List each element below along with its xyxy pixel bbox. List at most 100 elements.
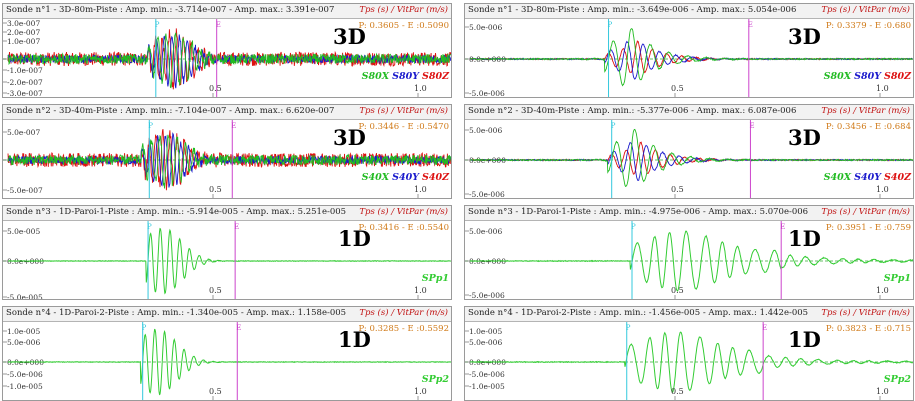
panel-units-label: Tps (s) / VitPar (m/s)	[821, 5, 910, 15]
y-tick-label: 5.0e-007	[7, 128, 40, 137]
p-marker-label: P	[631, 223, 636, 231]
e-marker-label: E	[749, 122, 754, 130]
waveform-plot: 3.0e-0072.0e-0071.0e-0070.0e+000-1.0e-00…	[3, 19, 451, 97]
e-marker-label: E	[748, 21, 753, 29]
pe-times-readout: P: 0.3379 - E :0.680	[825, 21, 911, 31]
seismogram-panel: Sonde n°1 - 3D-80m-Piste : Amp. min.: -3…	[464, 3, 914, 98]
y-tick-label: 0.0e+000	[7, 358, 44, 367]
channel-legend: SPp2	[881, 374, 911, 385]
seismogram-panel: Sonde n°1 - 3D-80m-Piste : Amp. min.: -3…	[2, 3, 452, 98]
dimension-label: 3D	[788, 125, 821, 150]
legend-entry: SPp1	[883, 273, 911, 284]
seismogram-panel: Sonde n°4 - 1D-Paroi-2-Piste : Amp. min.…	[2, 306, 452, 401]
pe-times-readout: P: 0.3823 - E :0.715	[825, 324, 911, 334]
x-tick-label: 1.0	[414, 185, 427, 194]
p-marker-label: P	[148, 122, 153, 130]
seismogram-panel: Sonde n°2 - 3D-40m-Piste : Amp. min.: -5…	[464, 104, 914, 199]
y-tick-label: 3.0e-007	[7, 19, 40, 28]
y-tick-label: -5.0e-006	[469, 89, 505, 98]
x-tick-label: 0.5	[209, 387, 222, 396]
legend-entry: S80X	[823, 71, 852, 82]
panel-header: Sonde n°3 - 1D-Paroi-1-Piste : Amp. min.…	[465, 206, 913, 221]
panel-units-label: Tps (s) / VitPar (m/s)	[821, 207, 910, 217]
panel-title: Sonde n°4 - 1D-Paroi-2-Piste : Amp. min.…	[468, 308, 809, 318]
channel-legend: SPp1	[881, 273, 911, 284]
panel-title: Sonde n°2 - 3D-40m-Piste : Amp. min.: -7…	[6, 106, 335, 116]
legend-entry: S40Y	[392, 172, 419, 183]
dimension-label: 3D	[333, 24, 366, 49]
legend-entry: SPp2	[883, 374, 911, 385]
y-tick-label: -5.0e-005	[7, 293, 43, 300]
x-tick-label: 0.5	[671, 387, 684, 396]
legend-entry: S40Z	[883, 172, 911, 183]
e-marker-label: E	[231, 122, 236, 130]
seismogram-panel: Sonde n°3 - 1D-Paroi-1-Piste : Amp. min.…	[2, 205, 452, 300]
x-tick-label: 0.5	[671, 286, 684, 295]
panel-units-label: Tps (s) / VitPar (m/s)	[359, 5, 448, 15]
pe-times-readout: P: 0.3456 - E :0.684	[825, 122, 911, 132]
channel-legend: SPp2	[419, 374, 449, 385]
y-tick-label: -1.0e-007	[7, 66, 43, 75]
channel-legend: S80X S80Y S80Z	[821, 71, 911, 82]
seismogram-panel: Sonde n°4 - 1D-Paroi-2-Piste : Amp. min.…	[464, 306, 914, 401]
p-marker-label: P	[608, 21, 613, 29]
y-tick-label: 5.0e-005	[7, 227, 40, 236]
dimension-label: 1D	[338, 327, 371, 352]
legend-entry: S80Z	[421, 71, 449, 82]
seismogram-panel: Sonde n°2 - 3D-40m-Piste : Amp. min.: -7…	[2, 104, 452, 199]
p-marker-label: P	[155, 21, 160, 29]
legend-entry: S40Y	[854, 172, 881, 183]
y-tick-label: -1.0e-005	[469, 382, 505, 391]
legend-entry: SPp1	[421, 273, 449, 284]
channel-legend: SPp1	[419, 273, 449, 284]
x-tick-label: 1.0	[876, 286, 889, 295]
x-tick-label: 1.0	[876, 387, 889, 396]
pe-times-readout: P: 0.3285 - E :0.5592	[358, 324, 449, 334]
waveform-plot: 1.0e-0055.0e-0060.0e+000-5.0e-006-1.0e-0…	[465, 322, 913, 400]
panel-title: Sonde n°4 - 1D-Paroi-2-Piste : Amp. min.…	[6, 308, 347, 318]
channel-legend: S40X S40Y S40Z	[821, 172, 911, 183]
panel-title: Sonde n°1 - 3D-80m-Piste : Amp. min.: -3…	[468, 5, 797, 15]
waveform-trace	[7, 32, 451, 89]
x-tick-label: 0.5	[209, 286, 222, 295]
y-tick-label: 5.0e-006	[469, 338, 502, 347]
panel-units-label: Tps (s) / VitPar (m/s)	[821, 106, 910, 116]
channel-legend: S80X S80Y S80Z	[359, 71, 449, 82]
panel-title: Sonde n°3 - 1D-Paroi-1-Piste : Amp. min.…	[6, 207, 347, 217]
y-tick-label: -5.0e-007	[7, 186, 43, 195]
panel-header: Sonde n°2 - 3D-40m-Piste : Amp. min.: -5…	[465, 105, 913, 120]
waveform-trace	[469, 141, 913, 175]
legend-entry: S80Z	[883, 71, 911, 82]
dimension-label: 1D	[788, 226, 821, 251]
y-tick-label: -5.0e-006	[469, 291, 505, 300]
waveform-trace	[470, 331, 913, 393]
e-marker-label: E	[762, 324, 767, 332]
legend-entry: S40X	[823, 172, 852, 183]
y-tick-label: 5.0e-006	[7, 338, 40, 347]
legend-entry: S80Y	[392, 71, 419, 82]
panel-title: Sonde n°3 - 1D-Paroi-1-Piste : Amp. min.…	[468, 207, 809, 217]
legend-entry: S80X	[361, 71, 390, 82]
waveform-trace	[469, 230, 913, 292]
y-tick-label: 1.0e-005	[7, 327, 40, 336]
e-marker-label: E	[216, 21, 221, 29]
panel-header: Sonde n°4 - 1D-Paroi-2-Piste : Amp. min.…	[465, 307, 913, 322]
panel-title: Sonde n°2 - 3D-40m-Piste : Amp. min.: -5…	[468, 106, 797, 116]
x-tick-label: 0.5	[671, 185, 684, 194]
p-marker-label: P	[611, 122, 616, 130]
x-tick-label: 1.0	[876, 84, 889, 93]
y-tick-label: 5.0e-006	[469, 227, 502, 236]
p-marker-label: P	[147, 223, 152, 231]
pe-times-readout: P: 0.3605 - E :0.5090	[358, 21, 449, 31]
waveform-trace	[7, 134, 451, 189]
y-tick-label: 1.0e-005	[469, 327, 502, 336]
y-tick-label: 2.0e-007	[7, 28, 40, 37]
panel-units-label: Tps (s) / VitPar (m/s)	[359, 308, 448, 318]
y-tick-label: 5.0e-006	[469, 23, 502, 32]
